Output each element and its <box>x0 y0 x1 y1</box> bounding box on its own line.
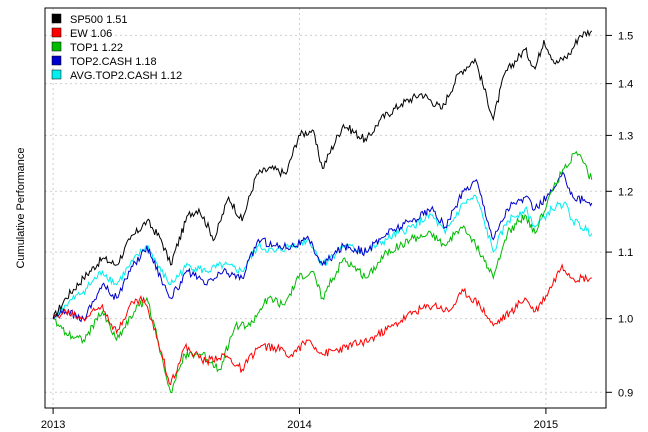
y-tick-label: 1.3 <box>618 130 633 142</box>
legend: SP500 1.51 EW 1.06 TOP1 1.22 TOP2.CASH 1.18… <box>51 13 182 82</box>
legend-swatch <box>51 27 62 38</box>
legend-swatch <box>51 41 62 52</box>
legend-label: EW 1.06 <box>70 28 112 40</box>
legend-label: TOP1 1.22 <box>70 42 123 54</box>
series-line-2 <box>52 150 593 394</box>
legend-label: AVG.TOP2.CASH 1.12 <box>70 70 182 82</box>
x-tick-label: 2014 <box>287 419 311 431</box>
series-line-1 <box>52 263 592 386</box>
x-axis: 2013 2014 2015 <box>41 408 558 431</box>
series-line-3 <box>52 171 593 323</box>
y-tick-label: 1.5 <box>618 30 633 42</box>
y-tick-label: 1.4 <box>618 79 633 91</box>
legend-swatch <box>51 13 62 24</box>
legend-swatch <box>51 69 62 80</box>
legend-label: TOP2.CASH 1.18 <box>70 56 157 68</box>
y-tick-label: 0.9 <box>618 387 633 399</box>
x-tick-label: 2015 <box>534 419 558 431</box>
y-tick-label: 1.2 <box>618 186 633 198</box>
legend-label: SP500 1.51 <box>70 14 128 26</box>
legend-swatch <box>51 55 62 66</box>
y-tick-label: 1.1 <box>618 247 633 259</box>
y-axis: 0.9 1.0 1.1 1.2 1.3 1.4 1.5 <box>606 30 633 399</box>
x-tick-label: 2013 <box>41 419 65 431</box>
y-axis-title: Cumulative Performance <box>15 147 27 268</box>
plot-frame <box>44 7 607 409</box>
y-tick-label: 1.0 <box>618 314 633 326</box>
series-lines <box>52 28 593 394</box>
series-line-0 <box>52 28 593 319</box>
